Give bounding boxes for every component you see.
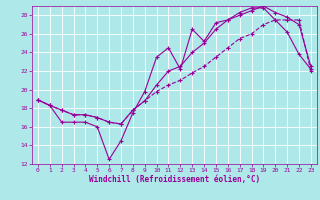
X-axis label: Windchill (Refroidissement éolien,°C): Windchill (Refroidissement éolien,°C) bbox=[89, 175, 260, 184]
